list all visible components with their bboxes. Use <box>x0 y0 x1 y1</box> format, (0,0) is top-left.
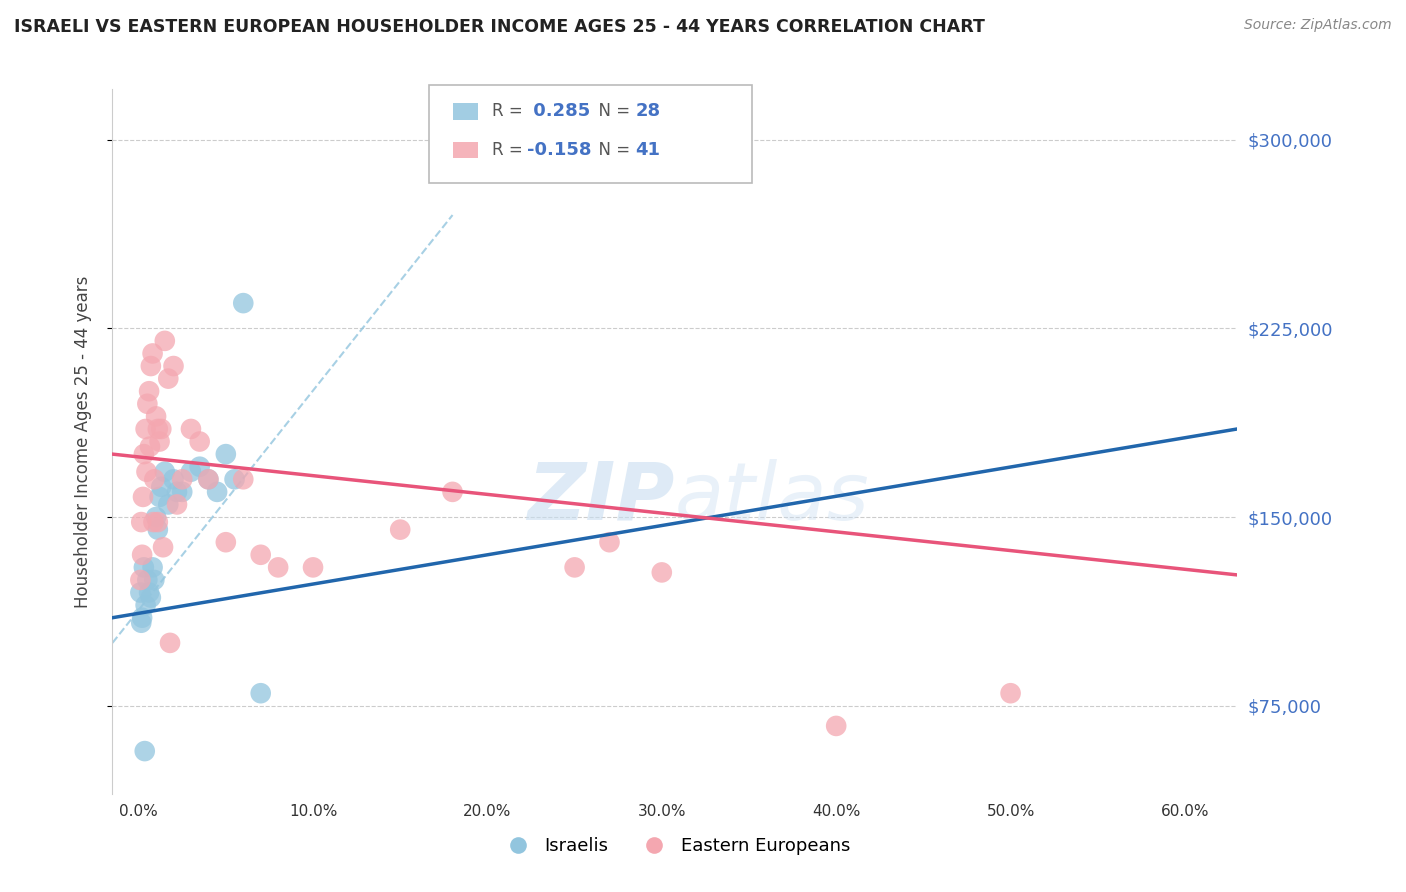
Point <box>131 611 153 625</box>
Point <box>302 560 325 574</box>
Point <box>157 371 180 385</box>
Point <box>132 447 155 461</box>
Point <box>153 334 176 348</box>
Text: Source: ZipAtlas.com: Source: ZipAtlas.com <box>1244 18 1392 32</box>
Point <box>150 422 173 436</box>
Text: atlas: atlas <box>675 458 870 537</box>
Point <box>180 422 202 436</box>
Point <box>172 484 194 499</box>
Point <box>172 472 194 486</box>
Point <box>138 384 160 399</box>
Point <box>135 465 157 479</box>
Point <box>142 560 165 574</box>
Point <box>132 490 155 504</box>
Point <box>249 686 271 700</box>
Point <box>136 397 159 411</box>
Point <box>136 573 159 587</box>
Text: N =: N = <box>588 141 636 159</box>
Point <box>159 636 181 650</box>
Point <box>139 591 162 605</box>
Text: ZIP: ZIP <box>527 458 675 537</box>
Point <box>139 359 162 373</box>
Point <box>135 598 157 612</box>
Point <box>139 440 162 454</box>
Point <box>152 541 174 555</box>
Point <box>134 744 156 758</box>
Point <box>389 523 412 537</box>
Legend: Israelis, Eastern Europeans: Israelis, Eastern Europeans <box>492 830 858 863</box>
Point <box>166 484 188 499</box>
Point <box>180 465 202 479</box>
Point <box>135 422 157 436</box>
Text: N =: N = <box>588 103 636 120</box>
Point <box>142 515 165 529</box>
Point <box>142 346 165 360</box>
Point <box>651 566 673 580</box>
Text: 28: 28 <box>636 103 661 120</box>
Point <box>143 472 166 486</box>
Point <box>825 719 848 733</box>
Point <box>157 498 180 512</box>
Point <box>1000 686 1022 700</box>
Point <box>146 422 169 436</box>
Point <box>131 548 153 562</box>
Point <box>564 560 586 574</box>
Point <box>148 490 170 504</box>
Point <box>153 465 176 479</box>
Point <box>205 484 228 499</box>
Point <box>129 585 152 599</box>
Point <box>215 535 238 549</box>
Point <box>267 560 290 574</box>
Point <box>150 480 173 494</box>
Text: R =: R = <box>492 141 529 159</box>
Text: 41: 41 <box>636 141 661 159</box>
Text: -0.158: -0.158 <box>527 141 592 159</box>
Point <box>188 434 211 449</box>
Y-axis label: Householder Income Ages 25 - 44 years: Householder Income Ages 25 - 44 years <box>73 276 91 607</box>
Point <box>197 472 219 486</box>
Point <box>138 585 160 599</box>
Point <box>148 434 170 449</box>
Point <box>146 515 169 529</box>
Point <box>145 510 167 524</box>
Point <box>224 472 246 486</box>
Point <box>129 573 152 587</box>
Point <box>249 548 271 562</box>
Point <box>598 535 620 549</box>
Point <box>132 560 155 574</box>
Point <box>232 296 254 310</box>
Text: 0.285: 0.285 <box>527 103 591 120</box>
Point <box>129 515 152 529</box>
Point <box>441 484 464 499</box>
Point <box>146 523 169 537</box>
Point <box>145 409 167 424</box>
Point <box>232 472 254 486</box>
Text: R =: R = <box>492 103 529 120</box>
Point <box>188 459 211 474</box>
Point <box>143 573 166 587</box>
Point <box>197 472 219 486</box>
Point <box>129 615 152 630</box>
Point <box>166 498 188 512</box>
Point <box>215 447 238 461</box>
Text: ISRAELI VS EASTERN EUROPEAN HOUSEHOLDER INCOME AGES 25 - 44 YEARS CORRELATION CH: ISRAELI VS EASTERN EUROPEAN HOUSEHOLDER … <box>14 18 986 36</box>
Point <box>162 472 184 486</box>
Point <box>162 359 184 373</box>
